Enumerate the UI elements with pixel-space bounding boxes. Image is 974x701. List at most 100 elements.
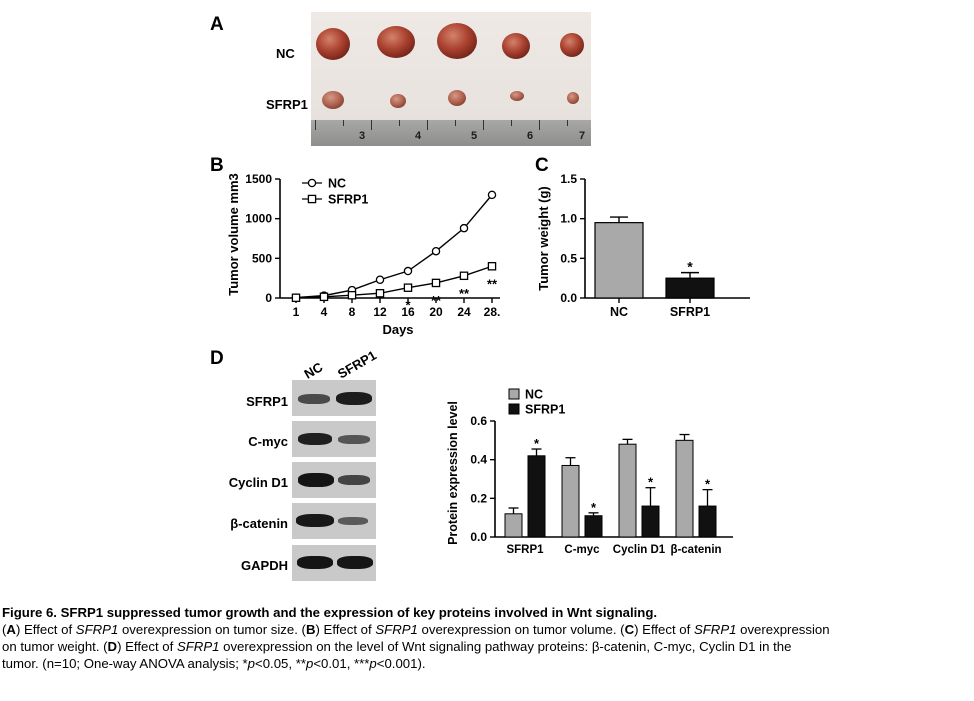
series-line-nc (295, 194, 493, 299)
x-tick-label: 4 (321, 305, 328, 319)
tumor-sfrp1-5 (567, 92, 579, 104)
band (298, 473, 334, 487)
significance-label: * (534, 436, 540, 451)
x-tick-label: 8 (349, 305, 356, 319)
blot-strip-c-myc (292, 421, 376, 457)
tumor-nc-1 (316, 28, 350, 60)
data-point (459, 271, 469, 281)
data-point (319, 292, 329, 302)
bar (504, 513, 523, 538)
caption-line-1: (A) Effect of SFRP1 overexpression on tu… (2, 622, 830, 637)
legend-marker (307, 194, 317, 204)
band (336, 392, 372, 405)
significance-label: * (405, 298, 411, 313)
blot-label-beta-catenin: β-catenin (230, 516, 288, 531)
bar-nc (594, 222, 644, 299)
lane-label-sfrp1: SFRP1 (335, 347, 379, 382)
ruler: 3 4 5 6 7 (311, 120, 591, 146)
panel-letter-d: D (210, 348, 224, 369)
bar (618, 443, 637, 538)
significance-label: * (687, 259, 693, 275)
tumor-sfrp1-2 (390, 94, 406, 108)
tumor-nc-2 (377, 26, 415, 58)
band (296, 514, 334, 527)
significance-label: * (591, 500, 597, 515)
band (337, 556, 373, 569)
band (298, 394, 330, 404)
tumor-sfrp1-1 (322, 91, 344, 109)
tumor-weight-chart: 0.0 0.5 1.0 1.5 Tumor weight (g) NC SFRP1 * (536, 172, 750, 319)
y-tick-label: 500 (252, 251, 272, 265)
x-axis-label: Days (382, 322, 413, 337)
photo-row-label-sfrp1: SFRP1 (266, 97, 308, 112)
band (338, 517, 368, 525)
data-point (291, 293, 301, 303)
x-tick-label: C-myc (564, 544, 600, 556)
tumor-sfrp1-4 (510, 91, 524, 101)
significance-label: ** (459, 286, 470, 301)
band (297, 556, 333, 569)
band (298, 433, 332, 445)
significance-label: * (648, 475, 654, 490)
y-tick-label: 1.5 (560, 172, 577, 186)
caption-line-2: on tumor weight. (D) Effect of SFRP1 ove… (2, 639, 792, 654)
bar-sfrp1 (665, 277, 715, 299)
legend-label: SFRP1 (328, 193, 368, 207)
band (338, 475, 370, 485)
data-point (431, 246, 441, 256)
panel-letter-a: A (210, 14, 224, 35)
data-point (459, 223, 469, 233)
x-tick-label: 16 (401, 305, 415, 319)
y-tick-label: 0.0 (470, 530, 487, 544)
legend-label: NC (525, 388, 543, 402)
y-tick-label: 1500 (245, 172, 272, 186)
blot-label-c-myc: C-myc (248, 434, 288, 449)
ruler-number: 4 (415, 130, 422, 142)
photo-row-label-nc: NC (276, 46, 295, 61)
data-point (487, 190, 497, 200)
data-point (403, 266, 413, 276)
tumor-volume-chart: 0 500 1000 1500 1 4 8 12 16 20 24 28. Days Tumor volu… (226, 172, 501, 337)
tumor-nc-4 (502, 33, 530, 59)
y-tick-label: 0.6 (470, 414, 487, 428)
tumor-specimens (316, 23, 584, 109)
panel-letter-c: C (535, 155, 549, 176)
bar (698, 505, 717, 538)
tumor-photo: 3 4 5 6 7 (311, 12, 591, 146)
x-tick-label: 28. (484, 305, 501, 319)
series-line-sfrp1 (295, 265, 493, 299)
bar (561, 464, 580, 538)
blot-strip-beta-catenin (292, 503, 376, 539)
data-point (347, 290, 357, 300)
legend-swatch (508, 403, 520, 415)
legend-label: SFRP1 (525, 403, 565, 417)
caption-title: Figure 6. SFRP1 suppressed tumor growth … (2, 605, 658, 620)
band (338, 435, 370, 444)
lane-label-nc: NC (301, 359, 326, 382)
ruler-number: 6 (527, 130, 534, 142)
blot-protein-labels: SFRP1 C-myc Cyclin D1 β-catenin GAPDH (200, 380, 288, 580)
x-tick-label: NC (610, 305, 628, 319)
significance-label: ** (431, 293, 442, 308)
blot-strip-gapdh (292, 545, 376, 581)
caption-line-3: tumor. (n=10; One-way ANOVA analysis; *p… (2, 656, 426, 671)
x-tick-label: Cyclin D1 (613, 544, 666, 556)
bar (584, 515, 603, 538)
significance-label: * (705, 477, 711, 492)
x-tick-label: 20 (429, 305, 443, 319)
x-tick-label: SFRP1 (506, 544, 544, 556)
x-tick-label: 24 (457, 305, 471, 319)
blot-label-gapdh: GAPDH (241, 558, 288, 573)
data-point (431, 278, 441, 288)
ruler-number: 5 (471, 130, 478, 142)
figure-caption: Figure 6. SFRP1 suppressed tumor growth … (2, 604, 972, 672)
x-tick-label: 1 (293, 305, 300, 319)
y-axis-label: Protein expression level (446, 401, 460, 545)
blot-strip-sfrp1 (292, 380, 376, 416)
data-point (375, 288, 385, 298)
bar (527, 455, 546, 538)
legend-swatch (508, 388, 520, 400)
ruler-number: 3 (359, 130, 366, 142)
blot-label-sfrp1: SFRP1 (246, 394, 288, 409)
